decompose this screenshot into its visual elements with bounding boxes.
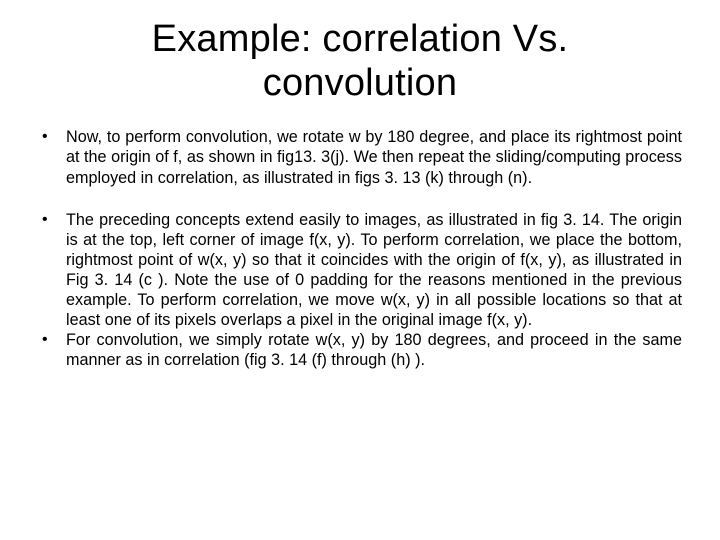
bullet-text: Now, to perform convolution, we rotate w… xyxy=(66,128,682,186)
slide-title: Example: correlation Vs. convolution xyxy=(38,18,682,105)
bullet-list: Now, to perform convolution, we rotate w… xyxy=(38,127,682,370)
title-line-2: convolution xyxy=(263,62,457,104)
slide-container: Example: correlation Vs. convolution Now… xyxy=(0,0,720,540)
bullet-text: For convolution, we simply rotate w(x, y… xyxy=(66,331,682,369)
bullet-item: The preceding concepts extend easily to … xyxy=(38,210,682,330)
bullet-item: Now, to perform convolution, we rotate w… xyxy=(38,127,682,187)
bullet-item: For convolution, we simply rotate w(x, y… xyxy=(38,330,682,370)
title-line-1: Example: correlation Vs. xyxy=(152,18,569,60)
bullet-text: The preceding concepts extend easily to … xyxy=(66,211,682,329)
